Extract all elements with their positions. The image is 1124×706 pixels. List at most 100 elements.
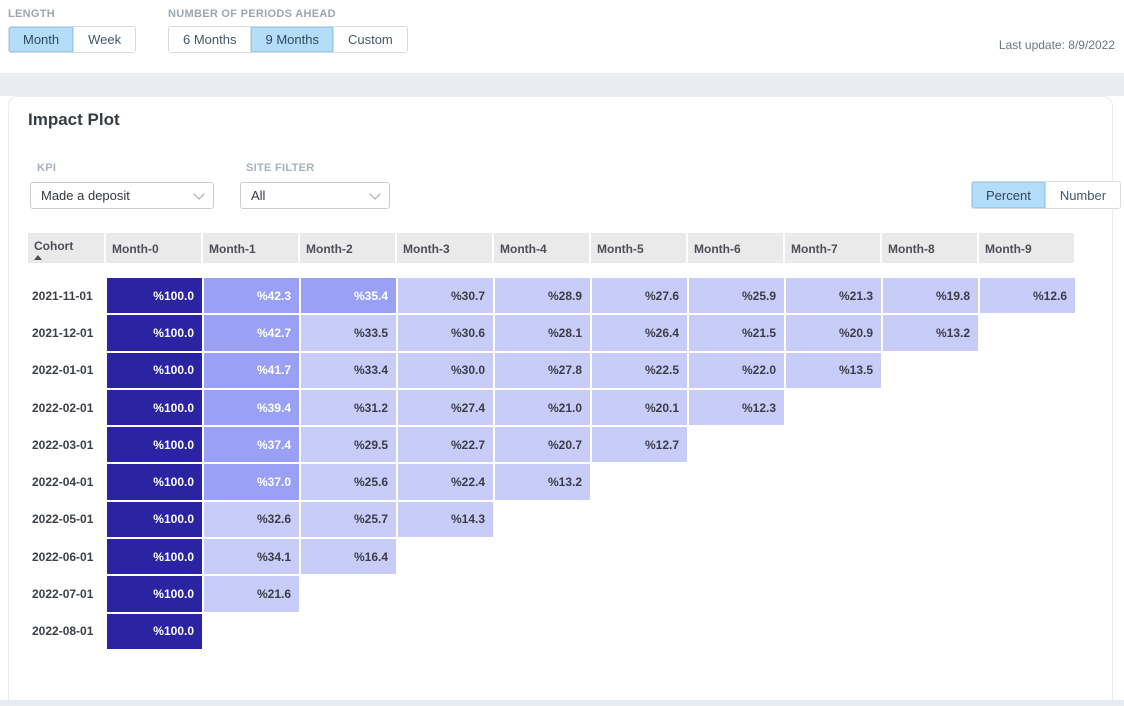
empty-cell — [688, 426, 785, 464]
page-title: Impact Plot — [28, 110, 120, 129]
column-header-month-5[interactable]: Month-5 — [591, 233, 688, 263]
empty-cell — [688, 463, 785, 501]
empty-cell — [882, 388, 979, 427]
empty-cell — [882, 426, 979, 464]
column-header-label: Month-6 — [694, 242, 741, 256]
empty-cell — [494, 538, 591, 576]
column-header-month-4[interactable]: Month-4 — [494, 233, 591, 263]
divider-band-top — [0, 73, 1124, 96]
heatmap-cell: %33.4 — [300, 351, 397, 389]
heatmap-cell: %100.0 — [106, 463, 203, 501]
heatmap-cell: %25.9 — [688, 277, 785, 315]
empty-cell — [397, 575, 494, 613]
empty-cell — [591, 463, 688, 501]
site-filter-select-value: All — [251, 188, 266, 203]
empty-cell — [882, 500, 979, 539]
empty-cell — [688, 612, 785, 650]
heatmap-cell: %22.5 — [591, 351, 688, 389]
heatmap-cell: %41.7 — [203, 351, 300, 389]
divider-band-bottom — [0, 700, 1124, 706]
column-header-month-6[interactable]: Month-6 — [688, 233, 785, 263]
empty-cell — [979, 426, 1076, 464]
empty-cell — [494, 500, 591, 539]
heatmap-cell: %33.5 — [300, 314, 397, 352]
empty-cell — [300, 575, 397, 613]
empty-cell — [494, 575, 591, 613]
periods-9-months-button[interactable]: 9 Months — [251, 27, 334, 52]
heatmap-cell: %25.7 — [300, 500, 397, 539]
column-header-label: Month-5 — [597, 242, 644, 256]
chevron-down-icon — [193, 188, 205, 200]
heatmap-cell: %26.4 — [591, 314, 688, 352]
kpi-label: KPI — [37, 162, 57, 174]
heatmap-cell: %100.0 — [106, 426, 203, 464]
unit-number-button[interactable]: Number — [1045, 182, 1121, 208]
cohort-label: 2021-12-01 — [32, 325, 94, 340]
length-week-button[interactable]: Week — [74, 27, 136, 52]
heatmap-cell: %42.3 — [203, 277, 300, 315]
periods-6-months-button[interactable]: 6 Months — [169, 27, 252, 52]
heatmap-cell: %13.2 — [494, 463, 591, 501]
unit-toggle-group: Percent Number — [971, 181, 1122, 209]
empty-cell — [979, 575, 1076, 613]
column-header-month-8[interactable]: Month-8 — [882, 233, 979, 263]
empty-cell — [688, 575, 785, 613]
heatmap-cell: %100.0 — [106, 351, 203, 389]
heatmap-cell: %27.8 — [494, 351, 591, 389]
empty-cell — [785, 463, 882, 501]
unit-percent-button[interactable]: Percent — [972, 182, 1046, 208]
site-filter-select[interactable]: All — [240, 182, 390, 209]
empty-cell — [688, 538, 785, 576]
column-header-label: Cohort — [34, 238, 74, 253]
empty-cell — [979, 612, 1076, 650]
empty-cell — [785, 538, 882, 576]
periods-custom-button[interactable]: Custom — [333, 27, 407, 52]
heatmap-cell: %27.4 — [397, 388, 494, 427]
heatmap-cell: %32.6 — [203, 500, 300, 539]
heatmap-cell: %22.0 — [688, 351, 785, 389]
empty-cell — [494, 612, 591, 650]
column-header-label: Month-4 — [500, 242, 547, 256]
empty-cell — [397, 612, 494, 650]
empty-cell — [300, 612, 397, 650]
cohort-label: 2022-08-01 — [32, 624, 94, 639]
column-header-month-1[interactable]: Month-1 — [203, 233, 300, 263]
periods-ahead-toggle-group: 6 Months 9 Months Custom — [168, 26, 408, 53]
empty-cell — [979, 538, 1076, 576]
cohort-label: 2021-11-01 — [32, 288, 93, 303]
column-header-label: Month-8 — [888, 242, 935, 256]
column-header-month-0[interactable]: Month-0 — [106, 233, 203, 263]
heatmap-cell: %22.7 — [397, 426, 494, 464]
length-toggle-group: Month Week — [8, 26, 137, 53]
column-header-label: Month-3 — [403, 242, 450, 256]
heatmap-cell: %19.8 — [882, 277, 979, 315]
column-header-label: Month-7 — [791, 242, 838, 256]
cohort-label: 2022-06-01 — [32, 549, 94, 564]
heatmap-cell: %21.3 — [785, 277, 882, 315]
column-header-month-2[interactable]: Month-2 — [300, 233, 397, 263]
heatmap-cell: %37.0 — [203, 463, 300, 501]
heatmap-cell: %42.7 — [203, 314, 300, 352]
heatmap-cell: %30.6 — [397, 314, 494, 352]
cohort-label: 2022-01-01 — [32, 363, 94, 378]
heatmap-cell: %14.3 — [397, 500, 494, 539]
cohort-table-header: Cohort Month-0 Month-1 Month-2 Month-3 Month-… — [28, 233, 1076, 263]
sort-ascending-icon — [34, 254, 42, 260]
length-month-button[interactable]: Month — [9, 27, 75, 52]
cohort-label: 2022-05-01 — [32, 512, 94, 527]
length-label: LENGTH — [8, 8, 56, 20]
column-header-month-7[interactable]: Month-7 — [785, 233, 882, 263]
last-update-text: Last update: 8/9/2022 — [998, 38, 1115, 52]
site-filter-label: SITE FILTER — [246, 162, 315, 174]
heatmap-cell: %13.2 — [882, 314, 979, 352]
column-header-month-9[interactable]: Month-9 — [979, 233, 1076, 263]
chevron-down-icon — [369, 188, 381, 200]
empty-cell — [785, 388, 882, 427]
cohort-label: 2022-04-01 — [32, 475, 94, 490]
column-header-month-3[interactable]: Month-3 — [397, 233, 494, 263]
heatmap-cell: %100.0 — [106, 388, 203, 427]
column-header-cohort[interactable]: Cohort — [28, 233, 106, 263]
kpi-select[interactable]: Made a deposit — [30, 182, 214, 209]
heatmap-cell: %21.0 — [494, 388, 591, 427]
